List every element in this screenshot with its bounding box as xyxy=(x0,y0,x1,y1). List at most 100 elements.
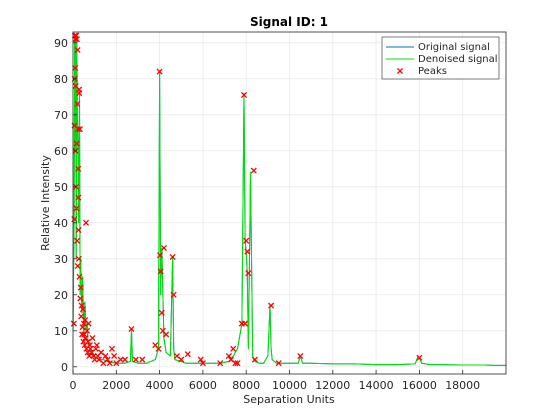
peak-marker xyxy=(70,320,77,327)
chart-title: Signal ID: 1 xyxy=(250,15,328,29)
x-tick-label: 8000 xyxy=(232,379,260,392)
y-tick-label: 30 xyxy=(54,253,68,266)
peak-marker xyxy=(79,324,86,331)
peak-marker xyxy=(184,351,191,358)
legend-swatch-peaks xyxy=(396,67,404,75)
peak-marker xyxy=(158,309,165,316)
peak-marker xyxy=(73,205,80,212)
x-tick-label: 18000 xyxy=(445,379,480,392)
peak-marker xyxy=(156,252,164,259)
peak-marker xyxy=(243,237,250,244)
peak-marker xyxy=(225,352,232,360)
peak-marker xyxy=(74,237,81,244)
peak-marker xyxy=(197,356,204,363)
series-lines xyxy=(72,35,506,366)
peak-marker xyxy=(75,165,82,172)
peak-marker xyxy=(244,248,251,255)
peak-marker xyxy=(102,352,109,360)
peak-marker xyxy=(199,360,206,367)
x-tick-label: 12000 xyxy=(315,379,350,392)
peak-marker xyxy=(297,352,304,360)
peak-marker xyxy=(72,64,79,72)
peak-marker xyxy=(275,360,282,367)
peak-marker xyxy=(75,255,82,262)
peak-marker xyxy=(93,342,100,349)
peak-marker xyxy=(416,354,423,361)
peak-marker xyxy=(76,126,83,133)
peak-marker xyxy=(111,352,118,360)
x-tick-label: 4000 xyxy=(146,379,174,392)
y-tick-label: 20 xyxy=(54,289,68,302)
peak-marker xyxy=(78,302,85,309)
series-line-denoised xyxy=(72,35,506,366)
peak-marker xyxy=(85,320,92,327)
peak-marker xyxy=(160,244,167,252)
y-tick-label: 0 xyxy=(61,361,68,374)
y-tick-label: 60 xyxy=(54,145,68,158)
peak-marker xyxy=(155,345,162,352)
legend-label-peaks: Peaks xyxy=(418,66,447,77)
y-axis-title: Relative Intensity xyxy=(39,155,52,251)
peak-marker xyxy=(217,360,224,367)
peak-marker xyxy=(73,140,80,147)
legend: Original signal Denoised signal Peaks xyxy=(381,36,500,80)
legend-peak-x xyxy=(396,67,404,75)
peak-marker xyxy=(169,253,176,261)
peak-marker xyxy=(163,331,170,338)
peak-marker xyxy=(128,325,135,333)
peak-marker xyxy=(79,306,87,313)
legend-label-denoised: Denoised signal xyxy=(418,54,498,65)
peak-marker xyxy=(75,226,82,234)
peak-marker xyxy=(108,345,116,352)
x-axis-ticks: 0 2000 4000 6000 8000 10000 12000 14000 16000 180… xyxy=(70,370,480,392)
peak-marker xyxy=(121,356,129,363)
peak-marker xyxy=(250,167,257,174)
peak-marker xyxy=(106,360,113,367)
peak-marker xyxy=(245,270,252,277)
peak-marker xyxy=(268,302,275,309)
peak-marker xyxy=(240,91,248,99)
y-tick-label: 70 xyxy=(54,109,68,122)
y-tick-label: 40 xyxy=(54,217,68,230)
peak-marker xyxy=(77,295,84,302)
peak-marker xyxy=(82,334,89,342)
x-tick-label: 16000 xyxy=(402,379,437,392)
grid xyxy=(72,32,506,374)
peak-marker xyxy=(139,356,146,363)
peak-marker xyxy=(74,46,81,54)
peak-markers xyxy=(70,32,423,367)
peak-marker xyxy=(156,68,163,75)
peak-marker xyxy=(80,338,87,345)
peak-marker xyxy=(251,356,258,363)
legend-label-original: Original signal xyxy=(418,42,490,53)
peak-marker xyxy=(76,90,83,97)
peak-marker xyxy=(75,194,82,201)
peak-marker xyxy=(84,327,91,334)
peak-marker xyxy=(232,360,239,367)
x-axis-title: Separation Units xyxy=(243,393,335,406)
peak-marker xyxy=(71,216,78,223)
y-tick-label: 80 xyxy=(54,73,68,86)
y-tick-label: 10 xyxy=(54,325,68,338)
peak-marker xyxy=(82,219,90,226)
plot-area: 0 2000 4000 6000 8000 10000 12000 14000 16000 180… xyxy=(54,31,507,392)
peak-marker xyxy=(80,320,87,327)
peak-marker xyxy=(73,36,80,43)
y-tick-label: 90 xyxy=(54,37,68,50)
x-tick-label: 6000 xyxy=(189,379,217,392)
peak-marker xyxy=(76,273,83,280)
peak-marker xyxy=(234,360,241,367)
peak-marker xyxy=(74,262,81,270)
peak-marker xyxy=(242,320,249,327)
x-tick-label: 2000 xyxy=(102,379,130,392)
peak-marker xyxy=(132,356,139,363)
y-tick-label: 50 xyxy=(54,181,68,194)
peak-marker xyxy=(92,345,99,352)
peak-marker xyxy=(170,291,177,298)
peak-marker xyxy=(157,268,164,275)
peak-marker xyxy=(87,345,94,352)
peak-marker xyxy=(104,356,111,363)
peak-marker xyxy=(89,334,96,342)
peak-marker xyxy=(230,345,237,352)
